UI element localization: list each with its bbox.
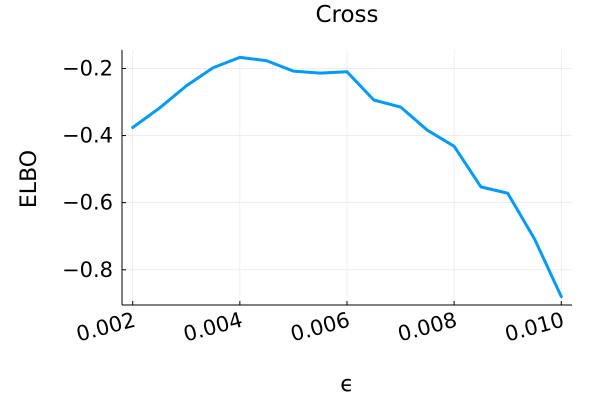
data-point bbox=[345, 70, 349, 74]
x-tick-label: 0.002 bbox=[74, 308, 138, 347]
x-tick-label: 0.004 bbox=[181, 308, 245, 347]
data-point bbox=[426, 128, 429, 132]
data-point bbox=[506, 192, 509, 195]
series-layer bbox=[131, 55, 563, 299]
data-point bbox=[131, 126, 134, 129]
grid-lines bbox=[122, 50, 572, 305]
data-point bbox=[479, 185, 483, 189]
data-point bbox=[292, 69, 295, 73]
y-tick-label: −0.2 bbox=[62, 56, 113, 80]
data-point bbox=[452, 145, 456, 148]
data-point bbox=[533, 237, 536, 241]
data-point bbox=[238, 56, 242, 59]
y-tick-label: −0.4 bbox=[62, 124, 113, 148]
data-point bbox=[211, 66, 215, 69]
x-tick-label: 0.006 bbox=[288, 308, 352, 347]
data-point bbox=[185, 84, 188, 88]
data-point bbox=[560, 295, 563, 298]
y-axis-ticks: −0.2 −0.4 −0.6 −0.8 bbox=[62, 56, 126, 282]
x-tick-label: 0.010 bbox=[502, 308, 566, 347]
data-point bbox=[158, 106, 161, 110]
data-point bbox=[372, 98, 375, 102]
data-point bbox=[319, 71, 322, 75]
data-point bbox=[265, 59, 268, 62]
y-tick-label: −0.6 bbox=[62, 191, 113, 215]
x-axis-ticks: 0.002 0.004 0.006 0.008 0.010 bbox=[74, 301, 567, 346]
x-tick-label: 0.008 bbox=[395, 308, 459, 347]
y-tick-label: −0.8 bbox=[62, 258, 113, 282]
data-point bbox=[399, 105, 402, 109]
x-axis-label: ϵ bbox=[340, 372, 354, 397]
chart-title: Cross bbox=[315, 2, 378, 28]
y-axis-label: ELBO bbox=[17, 150, 42, 208]
